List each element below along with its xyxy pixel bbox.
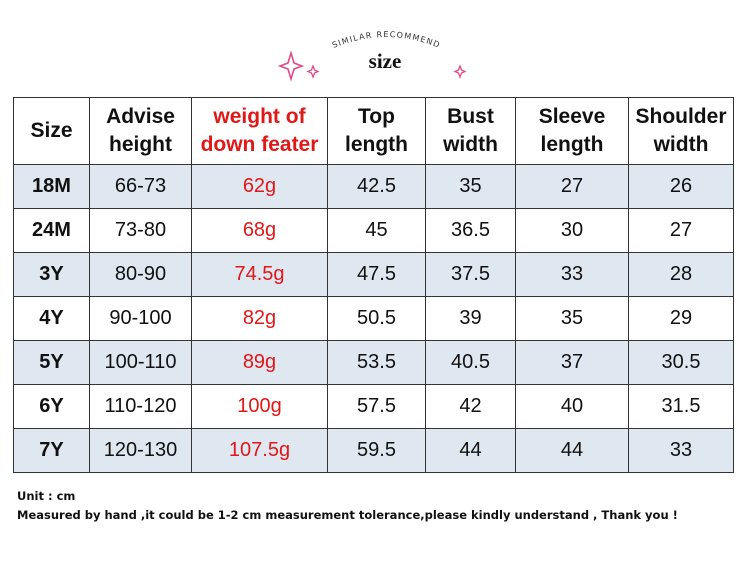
table-cell: 80-90	[89, 252, 192, 297]
table-cell: 35	[515, 296, 629, 341]
note: Measured by hand ,it could be 1-2 cm mea…	[17, 508, 678, 522]
table-row: 6Y 110-120 100g 57.5 42 40 31.5	[13, 384, 734, 429]
table-row: 3Y 80-90 74.5g 47.5 37.5 33 28	[13, 252, 734, 297]
header-row: Size Advise height weight of down feater Top l…	[13, 97, 734, 165]
column-header: Sleeve length	[515, 97, 629, 165]
header-line: Bust	[447, 105, 494, 128]
table-cell: 50.5	[327, 296, 426, 341]
table-cell: 82g	[191, 296, 328, 341]
column-header: Advise height	[89, 97, 192, 165]
table-cell: 40	[515, 384, 629, 429]
header-line: Shoulder	[635, 105, 727, 128]
header-line: width	[443, 133, 498, 156]
table-cell: 29	[628, 296, 734, 341]
title: size	[369, 49, 402, 73]
table-cell: 4Y	[13, 296, 90, 341]
header-line: down feater	[200, 133, 319, 156]
table-cell: 42	[425, 384, 516, 429]
table-row: 5Y 100-110 89g 53.5 40.5 37 30.5	[13, 340, 734, 385]
size-table: Size Advise height weight of down feater Top l…	[13, 97, 734, 473]
header-line: Advise	[106, 105, 175, 128]
table-row: 18M 66-73 62g 42.5 35 27 26	[13, 164, 734, 209]
table-row: 7Y 120-130 107.5g 59.5 44 44 33	[13, 428, 734, 473]
table-cell: 33	[515, 252, 629, 297]
header-line: length	[345, 133, 408, 156]
column-header: weight of down feater	[191, 97, 328, 165]
header-line: height	[109, 133, 172, 156]
table-cell: 45	[327, 208, 426, 253]
table-cell: 68g	[191, 208, 328, 253]
table-cell: 100g	[191, 384, 328, 429]
table-cell: 36.5	[425, 208, 516, 253]
header-line: Top	[358, 105, 395, 128]
table-cell: 120-130	[89, 428, 192, 473]
table-cell: 27	[515, 164, 629, 209]
column-header: Top length	[327, 97, 426, 165]
notes: Unit : cm Measured by hand ,it could be 1…	[17, 487, 678, 525]
table-cell: 59.5	[327, 428, 426, 473]
table-cell: 35	[425, 164, 516, 209]
table-cell: 40.5	[425, 340, 516, 385]
header: SIMILAR RECOMMEND size	[277, 30, 467, 82]
table-cell: 74.5g	[191, 252, 328, 297]
table-cell: 37.5	[425, 252, 516, 297]
star	[306, 64, 320, 79]
table-cell: 39	[425, 296, 516, 341]
table-cell: 90-100	[89, 296, 192, 341]
table-cell: 62g	[191, 164, 328, 209]
table-cell: 5Y	[13, 340, 90, 385]
table-row: 4Y 90-100 82g 50.5 39 35 29	[13, 296, 734, 341]
header-line: length	[540, 133, 604, 156]
table-row: 24M 73-80 68g 45 36.5 30 27	[13, 208, 734, 253]
table-cell: 37	[515, 340, 629, 385]
table-cell: 89g	[191, 340, 328, 385]
table-cell: 30.5	[628, 340, 734, 385]
table-cell: 3Y	[13, 252, 90, 297]
table-cell: 18M	[13, 164, 90, 209]
subtitle-text: SIMILAR RECOMMEND	[331, 30, 441, 50]
table-cell: 53.5	[327, 340, 426, 385]
column-header: Shoulder width	[628, 97, 734, 165]
table-cell: 6Y	[13, 384, 90, 429]
header-line: Sleeve	[538, 105, 606, 128]
table-cell: 26	[628, 164, 734, 209]
column-header: Bust width	[425, 97, 516, 165]
table-cell: 28	[628, 252, 734, 297]
header-line: Size	[30, 119, 73, 142]
star	[453, 64, 467, 79]
table-cell: 24M	[13, 208, 90, 253]
table-cell: 107.5g	[191, 428, 328, 473]
table-cell: 73-80	[89, 208, 192, 253]
table-cell: 47.5	[327, 252, 426, 297]
table-cell: 44	[515, 428, 629, 473]
note: Unit : cm	[17, 489, 76, 503]
table-cell: 7Y	[13, 428, 90, 473]
table-cell: 110-120	[89, 384, 192, 429]
table-cell: 44	[425, 428, 516, 473]
column-header: Size	[13, 97, 90, 165]
table-cell: 57.5	[327, 384, 426, 429]
table-cell: 31.5	[628, 384, 734, 429]
table-cell: 66-73	[89, 164, 192, 209]
header-line: width	[653, 133, 709, 156]
table-cell: 30	[515, 208, 629, 253]
table-cell: 42.5	[327, 164, 426, 209]
star	[277, 50, 305, 82]
header-line: weight of	[213, 105, 306, 128]
table-cell: 100-110	[89, 340, 192, 385]
table-cell: 27	[628, 208, 734, 253]
subtitle: SIMILAR RECOMMEND	[331, 30, 442, 50]
table-cell: 33	[628, 428, 734, 473]
